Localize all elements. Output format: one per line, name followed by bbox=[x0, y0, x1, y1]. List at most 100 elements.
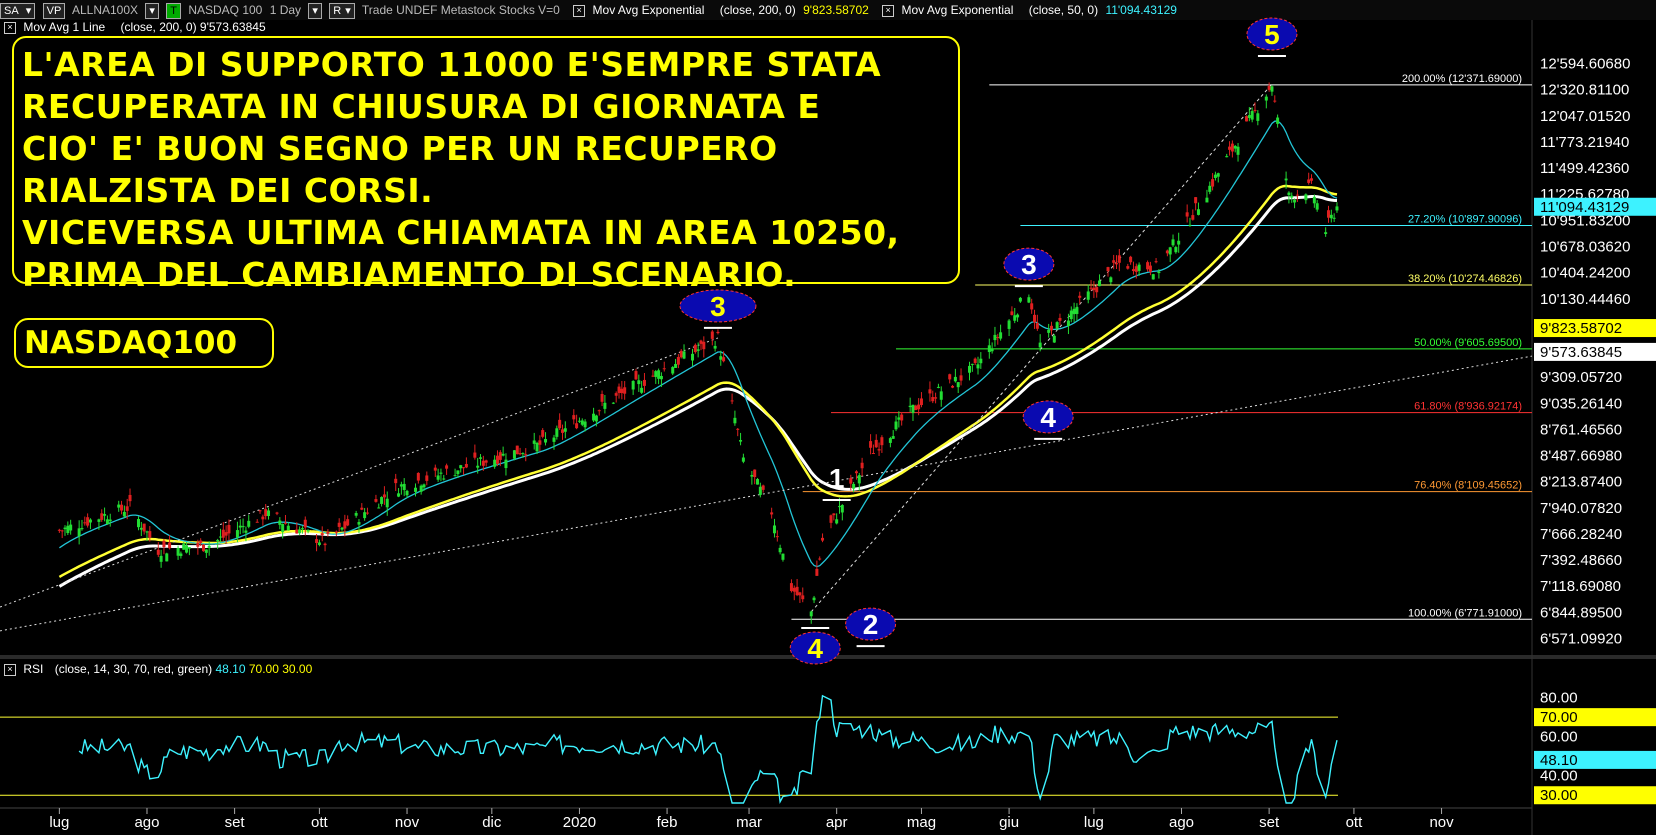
candle-body bbox=[1256, 113, 1260, 121]
candle-body bbox=[397, 493, 401, 497]
candle-body bbox=[1171, 239, 1175, 246]
candle-body bbox=[532, 440, 536, 444]
candle-body bbox=[829, 515, 833, 523]
candle-body bbox=[854, 471, 858, 474]
candle-body bbox=[770, 512, 774, 515]
candle-body bbox=[617, 386, 621, 393]
candle-body bbox=[936, 386, 940, 388]
candle-body bbox=[1276, 117, 1280, 124]
candle-body bbox=[357, 522, 361, 525]
rsi-close-icon[interactable]: × bbox=[4, 663, 16, 676]
candle-body bbox=[159, 555, 163, 562]
candle-body bbox=[501, 453, 505, 456]
candle-body bbox=[634, 371, 638, 380]
t-button[interactable]: T bbox=[166, 2, 181, 19]
candle-body bbox=[1146, 262, 1150, 270]
ema200-name: Mov Avg Exponential bbox=[592, 3, 705, 17]
mavg-close-icon[interactable]: × bbox=[4, 21, 16, 34]
price-tick-label: 8'213.87400 bbox=[1540, 474, 1622, 491]
candle-body bbox=[871, 453, 875, 455]
candle-body bbox=[888, 438, 892, 443]
candle-body bbox=[970, 363, 974, 365]
candle-body bbox=[693, 344, 697, 353]
wave-label-ellipse bbox=[1246, 17, 1298, 51]
ticker-dropdown-icon[interactable]: ▾ bbox=[145, 2, 159, 19]
rsi-legend: × RSI (close, 14, 30, 70, red, green) 48… bbox=[0, 660, 312, 678]
candle-body bbox=[442, 478, 446, 480]
fib-level-label: 200.00% (12'371.69000) bbox=[1402, 73, 1522, 85]
candle-body bbox=[117, 504, 121, 508]
candle-body bbox=[363, 512, 367, 519]
candle-body bbox=[394, 478, 398, 484]
candle-body bbox=[281, 523, 285, 533]
ticker-label[interactable]: ALLNA100X bbox=[71, 3, 139, 17]
wave-label: 1 bbox=[829, 463, 845, 494]
vp-button[interactable]: VP bbox=[42, 2, 66, 19]
candle-body bbox=[699, 340, 703, 344]
price-tick-label: 11'499.42360 bbox=[1540, 160, 1629, 177]
time-tick-label: giu bbox=[999, 814, 1019, 831]
candle-body bbox=[611, 402, 615, 404]
candle-body bbox=[535, 442, 539, 452]
candle-body bbox=[66, 525, 70, 534]
price-marker-bg bbox=[1534, 342, 1656, 361]
candle-body bbox=[283, 522, 287, 524]
candle-body bbox=[741, 457, 745, 462]
candle-body bbox=[247, 520, 251, 527]
candle-body bbox=[931, 397, 935, 402]
candle-body bbox=[801, 595, 805, 600]
candle-body bbox=[300, 528, 304, 530]
ema200-close-icon[interactable]: × bbox=[573, 4, 586, 17]
trendline bbox=[0, 355, 1533, 632]
candle-body bbox=[778, 547, 782, 553]
candle-body bbox=[374, 499, 378, 502]
mavg-params: (close, 200, 0) bbox=[120, 20, 197, 34]
legend-row: × Mov Avg 1 Line (close, 200, 0) 9'573.6… bbox=[0, 18, 266, 36]
candle-body bbox=[122, 511, 126, 517]
candle-body bbox=[761, 485, 765, 490]
candle-body bbox=[216, 539, 220, 542]
candle-body bbox=[204, 549, 208, 553]
candle-body bbox=[996, 336, 1000, 338]
candle-body bbox=[733, 417, 737, 424]
candle-body bbox=[433, 467, 437, 471]
candle-body bbox=[857, 475, 861, 484]
candle-body bbox=[142, 523, 146, 532]
period-label[interactable]: 1 Day bbox=[269, 3, 302, 17]
r-dropdown[interactable]: R ▾ bbox=[329, 2, 355, 19]
fib-level-label: 100.00% (6'771.91000) bbox=[1408, 607, 1522, 619]
candle-body bbox=[402, 483, 406, 491]
candle-body bbox=[1129, 256, 1133, 263]
candle-body bbox=[377, 507, 381, 509]
candle-body bbox=[1245, 116, 1249, 122]
candle-body bbox=[187, 547, 191, 549]
period-dropdown-icon[interactable]: ▾ bbox=[308, 2, 322, 19]
candle-body bbox=[999, 332, 1003, 339]
candle-body bbox=[953, 376, 957, 382]
candle-body bbox=[682, 351, 686, 359]
candle-body bbox=[798, 592, 802, 596]
wave-label: 4 bbox=[807, 633, 823, 664]
candle-body bbox=[100, 513, 104, 520]
fib-level-label: 27.20% (10'897.90096) bbox=[1408, 214, 1522, 226]
candle-body bbox=[951, 385, 955, 388]
candle-body bbox=[1290, 195, 1294, 198]
ema50-close-icon[interactable]: × bbox=[882, 4, 895, 17]
candle-body bbox=[125, 506, 129, 511]
candle-body bbox=[453, 475, 457, 477]
time-tick-label: mag bbox=[907, 814, 936, 831]
candle-body bbox=[753, 469, 757, 478]
candle-body bbox=[1033, 314, 1037, 323]
rsi-upper: 70.00 bbox=[248, 662, 279, 676]
wave-label-ellipse bbox=[845, 607, 897, 641]
instrument-info: Trade UNDEF Metastock Stocks V=0 bbox=[361, 3, 560, 17]
candle-body bbox=[405, 490, 409, 496]
candle-body bbox=[326, 531, 330, 534]
candle-body bbox=[1188, 224, 1192, 226]
sa-dropdown[interactable]: SA ▾ bbox=[0, 2, 36, 19]
candle-body bbox=[869, 441, 873, 448]
candle-body bbox=[515, 445, 519, 455]
ema50-line bbox=[59, 120, 1338, 568]
candle-body bbox=[360, 507, 364, 510]
